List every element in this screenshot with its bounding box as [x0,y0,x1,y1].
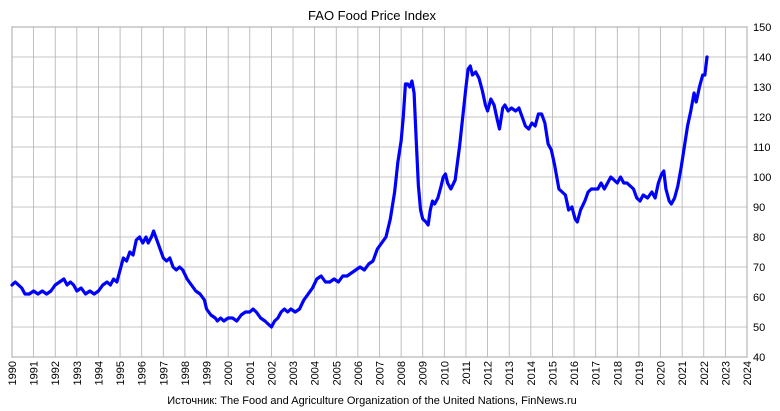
grid-lines [11,26,748,358]
x-tick-label: 2016 [569,361,581,385]
chart-title: FAO Food Price Index [308,8,436,23]
x-tick-label: 1995 [115,361,127,385]
y-tick-label: 90 [753,202,765,214]
x-tick-label: 1999 [202,361,214,385]
y-tick-label: 40 [753,352,765,364]
x-tick-label: 1996 [137,361,149,385]
x-tick-label: 1997 [158,361,170,385]
x-tick-label: 2001 [245,361,257,385]
x-tick-label: 2000 [223,361,235,385]
source-note: Источник: The Food and Agriculture Organ… [167,395,577,407]
x-tick-label: 2021 [677,361,689,385]
y-tick-label: 110 [753,142,771,154]
x-tick-label: 2024 [742,361,754,385]
x-tick-label: 2010 [439,361,451,385]
x-tick-label: 2005 [331,361,343,385]
y-tick-label: 140 [753,52,771,64]
x-tick-label: 2012 [483,361,495,385]
x-tick-label: 2008 [396,361,408,385]
x-tick-label: 2006 [353,361,365,385]
series-line-fao-index [10,55,709,329]
x-tick-label: 1990 [7,361,19,385]
x-tick-label: 1993 [72,361,84,385]
x-tick-label: 2019 [634,361,646,385]
x-tick-label: 1992 [50,361,62,385]
x-tick-label: 2015 [547,361,559,385]
x-tick-label: 2017 [591,361,603,385]
x-tick-label: 2013 [504,361,516,385]
y-tick-label: 60 [753,292,765,304]
x-tick-label: 2014 [526,361,538,385]
y-tick-label: 100 [753,172,771,184]
y-axis-tick-labels: 40 50 60 70 80 90 100 110 120 130 140 150 [753,22,771,364]
x-tick-label: 2007 [375,361,387,385]
x-tick-label: 2002 [266,361,278,385]
y-tick-label: 130 [753,82,771,94]
y-tick-label: 50 [753,322,765,334]
x-tick-label: 2011 [461,361,473,385]
x-tick-label: 1994 [93,361,105,385]
x-tick-label: 2023 [720,361,732,385]
x-tick-label: 2004 [310,361,322,385]
y-tick-label: 70 [753,262,765,274]
x-tick-label: 1991 [29,361,41,385]
y-tick-label: 120 [753,112,771,124]
y-tick-label: 80 [753,232,765,244]
x-axis-tick-labels: 1990 1991 1992 1993 1994 1995 1996 1997 1998 1999… [7,361,754,385]
x-tick-label: 2003 [288,361,300,385]
x-tick-label: 2009 [418,361,430,385]
y-tick-label: 150 [753,22,771,34]
x-tick-label: 2020 [656,361,668,385]
x-tick-label: 2022 [699,361,711,385]
x-tick-label: 2018 [612,361,624,385]
x-tick-label: 1998 [180,361,192,385]
